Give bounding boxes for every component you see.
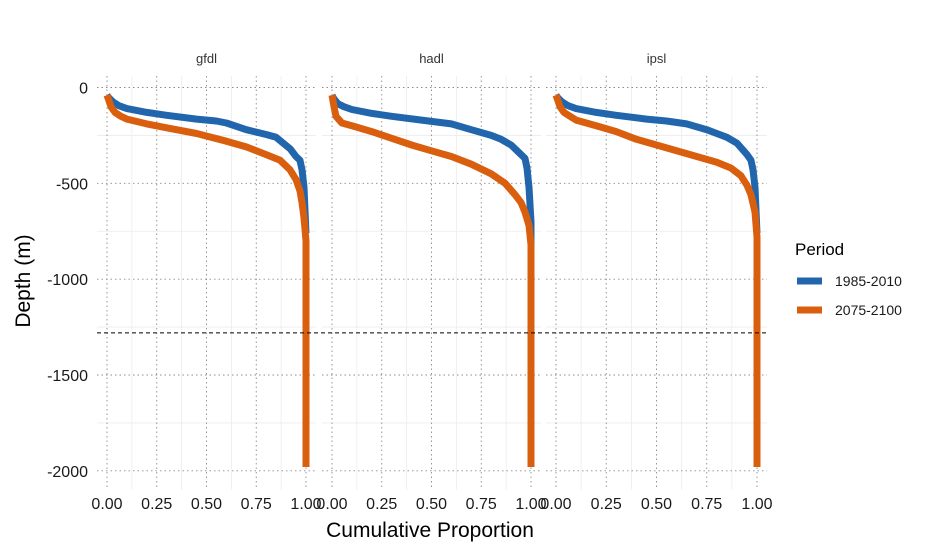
x-tick-label: 0.75 xyxy=(241,496,272,513)
x-tick-label: 1.00 xyxy=(515,496,546,513)
y-tick-label: -1000 xyxy=(47,272,88,289)
x-axis-title: Cumulative Proportion xyxy=(326,519,534,542)
legend-label: 2075-2100 xyxy=(835,302,902,318)
x-tick-label: 0.75 xyxy=(691,496,722,513)
facet-label: gfdl xyxy=(196,51,217,66)
series-line xyxy=(104,93,310,234)
x-tick-label: 1.00 xyxy=(741,496,772,513)
x-tick-label: 1.00 xyxy=(290,496,321,513)
x-tick-label: 0.00 xyxy=(540,496,571,513)
x-tick-label: 0.50 xyxy=(416,496,447,513)
y-tick-label: -1500 xyxy=(47,368,88,385)
y-axis-title: Depth (m) xyxy=(12,234,35,327)
x-tick-label: 0.00 xyxy=(316,496,347,513)
series-line xyxy=(553,93,761,234)
x-tick-label: 0.75 xyxy=(466,496,497,513)
y-tick-label: -2000 xyxy=(47,464,88,481)
series-line xyxy=(328,93,535,264)
facet-label: ipsl xyxy=(647,51,667,66)
y-tick-label: -500 xyxy=(56,176,88,193)
x-tick-label: 0.25 xyxy=(366,496,397,513)
series-line xyxy=(328,94,535,467)
series-line xyxy=(552,94,761,467)
x-tick-label: 0.25 xyxy=(591,496,622,513)
x-tick-label: 0.25 xyxy=(141,496,172,513)
facet-label: hadl xyxy=(419,51,444,66)
series-line xyxy=(103,94,310,467)
legend-label: 1985-2010 xyxy=(835,273,902,289)
x-tick-label: 0.00 xyxy=(91,496,122,513)
x-tick-label: 0.50 xyxy=(641,496,672,513)
legend-title: Period xyxy=(795,240,844,259)
y-tick-label: 0 xyxy=(79,81,88,98)
x-tick-label: 0.50 xyxy=(191,496,222,513)
